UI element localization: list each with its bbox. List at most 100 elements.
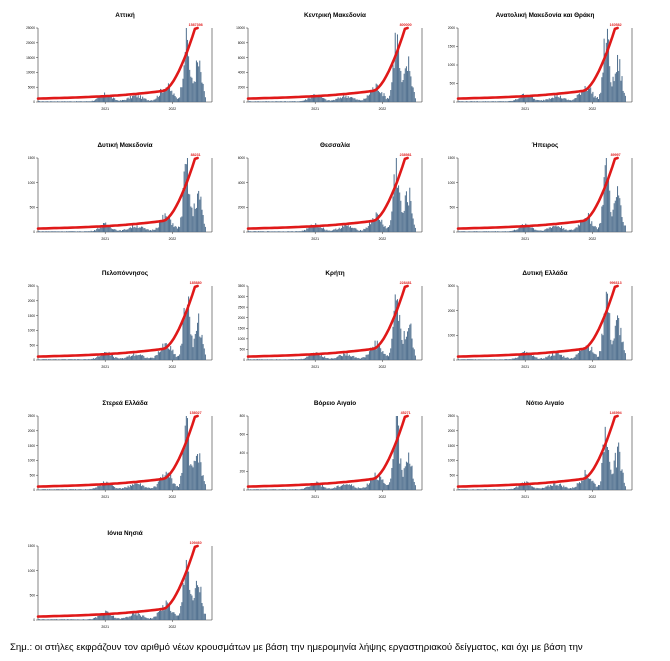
bar bbox=[201, 82, 203, 102]
bar bbox=[521, 482, 523, 490]
bar bbox=[161, 610, 163, 620]
bar bbox=[88, 619, 90, 620]
bar bbox=[371, 220, 373, 232]
bar bbox=[134, 95, 136, 102]
bar bbox=[106, 95, 108, 102]
bar bbox=[576, 354, 578, 360]
bar bbox=[72, 231, 74, 232]
bar bbox=[557, 97, 559, 102]
bar bbox=[63, 359, 65, 360]
bar bbox=[92, 358, 94, 360]
bar bbox=[57, 489, 59, 490]
bar bbox=[175, 615, 177, 620]
bar bbox=[539, 230, 541, 232]
bar bbox=[300, 231, 302, 232]
bar bbox=[518, 227, 520, 232]
bar bbox=[512, 100, 514, 102]
bar bbox=[62, 101, 64, 102]
end-value-label: 238981 bbox=[400, 153, 412, 157]
bar bbox=[325, 99, 327, 102]
bar bbox=[471, 101, 473, 102]
bar bbox=[599, 94, 601, 102]
bar bbox=[272, 101, 274, 102]
bar bbox=[151, 230, 153, 232]
bar bbox=[41, 101, 43, 102]
bar bbox=[530, 95, 532, 102]
bar bbox=[518, 355, 520, 360]
bar bbox=[204, 97, 206, 102]
bar bbox=[396, 299, 398, 360]
bar-series bbox=[248, 158, 416, 232]
bar bbox=[170, 91, 172, 102]
bar bbox=[324, 356, 326, 360]
bar bbox=[360, 100, 362, 102]
bar bbox=[137, 228, 139, 232]
bar bbox=[59, 489, 61, 490]
bar bbox=[591, 93, 593, 102]
bar bbox=[283, 359, 285, 360]
bar bbox=[469, 101, 471, 102]
bar bbox=[586, 476, 588, 490]
bar bbox=[543, 487, 545, 490]
bar bbox=[117, 488, 119, 490]
bar bbox=[110, 483, 112, 490]
bar bbox=[613, 460, 615, 490]
bar bbox=[563, 98, 565, 102]
bar bbox=[326, 358, 328, 360]
region-chart-title: Θεσσαλία bbox=[320, 142, 350, 149]
bar bbox=[107, 482, 109, 490]
bar bbox=[488, 489, 490, 490]
bar bbox=[594, 483, 596, 490]
bar bbox=[87, 101, 89, 102]
bar bbox=[155, 355, 157, 360]
bar bbox=[622, 90, 624, 102]
bar bbox=[197, 585, 199, 620]
bar bbox=[312, 485, 314, 490]
y-tick-label: 1000 bbox=[28, 181, 35, 185]
bar bbox=[323, 98, 325, 102]
bar bbox=[287, 231, 289, 232]
bar bbox=[118, 100, 120, 102]
bar bbox=[491, 489, 493, 490]
bar bbox=[537, 488, 539, 490]
bar bbox=[342, 485, 344, 490]
bar bbox=[288, 359, 290, 360]
bar bbox=[102, 613, 104, 620]
y-tick-label: 2500 bbox=[28, 284, 35, 288]
bar bbox=[281, 489, 283, 490]
bar bbox=[546, 228, 548, 232]
bar bbox=[169, 349, 171, 360]
bar bbox=[318, 354, 320, 360]
cumulative-line bbox=[36, 414, 199, 488]
bar bbox=[372, 87, 374, 102]
x-tick-label: 2021 bbox=[311, 107, 319, 111]
region-chart-title: Νότιο Αιγαίο bbox=[526, 400, 564, 407]
bar bbox=[183, 446, 185, 490]
bar bbox=[371, 480, 373, 490]
bar bbox=[342, 225, 344, 232]
bar bbox=[355, 357, 357, 360]
cumulative-line bbox=[456, 156, 619, 230]
bar bbox=[411, 86, 413, 102]
bar bbox=[74, 359, 76, 360]
bar bbox=[363, 487, 365, 490]
bar bbox=[203, 613, 205, 620]
bar bbox=[173, 483, 175, 490]
y-tick-label: 1500 bbox=[448, 45, 455, 49]
bar bbox=[506, 359, 508, 360]
bar bbox=[284, 489, 286, 490]
bar bbox=[591, 346, 593, 360]
bar bbox=[581, 349, 583, 360]
bar bbox=[576, 94, 578, 102]
bar bbox=[172, 94, 174, 102]
bar bbox=[272, 489, 274, 490]
bar bbox=[274, 489, 276, 490]
bar bbox=[531, 97, 533, 102]
bar-series bbox=[248, 32, 416, 103]
bar bbox=[479, 489, 481, 490]
bar bbox=[561, 354, 563, 360]
region-chart: Κεντρική Μακεδονία 0 2000 4000 6000 8000 10000… bbox=[230, 0, 440, 128]
bar bbox=[517, 487, 519, 490]
bar bbox=[293, 489, 295, 490]
